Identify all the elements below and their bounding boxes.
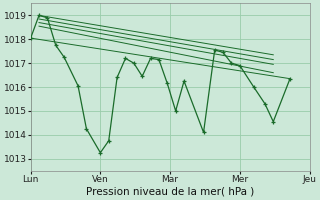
X-axis label: Pression niveau de la mer( hPa ): Pression niveau de la mer( hPa ) [86, 187, 254, 197]
